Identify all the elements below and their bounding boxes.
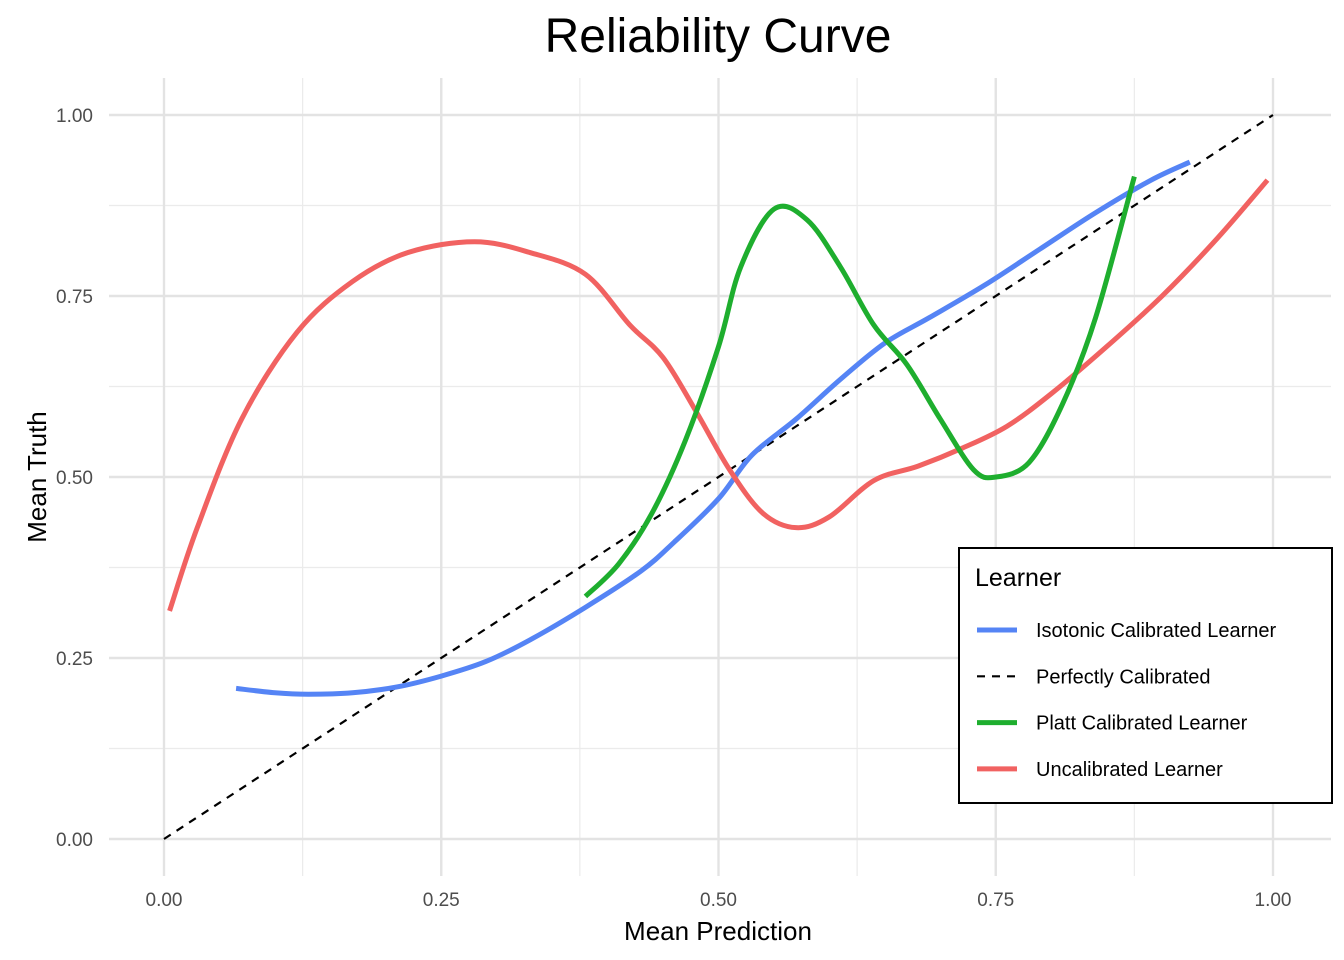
legend: Learner Isotonic Calibrated Learner Perfe… xyxy=(958,547,1333,804)
legend-box xyxy=(958,547,1333,804)
y-tick-labels: 0.00 0.25 0.50 0.75 1.00 xyxy=(56,106,93,851)
y-tick-label: 0.00 xyxy=(56,830,93,851)
x-tick-label: 0.75 xyxy=(977,890,1014,911)
y-tick-label: 0.50 xyxy=(56,468,93,489)
series-line-platt-calibrated-learner xyxy=(583,175,1137,599)
legend-label-perfectly-calibrated: Perfectly Calibrated xyxy=(1036,666,1211,688)
chart-title: Reliability Curve xyxy=(545,10,892,63)
series-lines xyxy=(163,114,1274,840)
series-line-isotonic-calibrated-learner xyxy=(235,159,1191,697)
legend-entries: Isotonic Calibrated Learner Perfectly Cal… xyxy=(977,620,1276,781)
y-tick-label: 1.00 xyxy=(56,106,93,127)
y-tick-label: 0.25 xyxy=(56,649,93,670)
legend-label-isotonic-calibrated-learner: Isotonic Calibrated Learner xyxy=(1036,620,1276,642)
series-line-uncalibrated-learner xyxy=(167,178,1270,612)
legend-label-uncalibrated-learner: Uncalibrated Learner xyxy=(1036,759,1223,781)
x-tick-label: 1.00 xyxy=(1255,890,1292,911)
series-line-perfectly-calibrated xyxy=(163,114,1274,840)
x-tick-label: 0.25 xyxy=(423,890,460,911)
x-tick-labels: 0.00 0.25 0.50 0.75 1.00 xyxy=(146,890,1292,911)
x-tick-label: 0.50 xyxy=(700,890,737,911)
x-axis-title: Mean Prediction xyxy=(624,916,812,946)
y-tick-label: 0.75 xyxy=(56,287,93,308)
legend-label-platt-calibrated-learner: Platt Calibrated Learner xyxy=(1036,713,1248,735)
y-axis-title: Mean Truth xyxy=(22,411,52,543)
legend-title: Learner xyxy=(975,564,1061,592)
x-tick-label: 0.00 xyxy=(146,890,183,911)
